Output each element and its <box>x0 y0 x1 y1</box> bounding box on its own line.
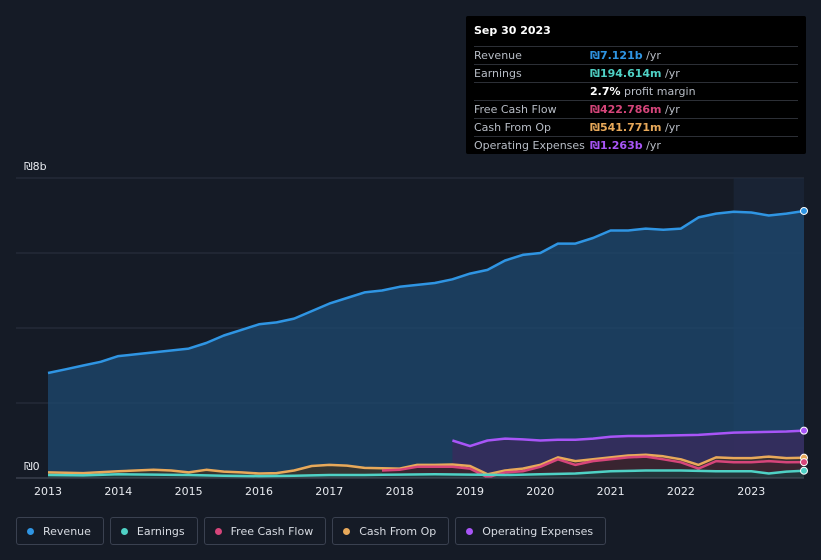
series-areas <box>48 211 804 478</box>
tooltip-row-value: ₪541.771m /yr <box>590 121 680 134</box>
operating-expenses-line <box>452 429 805 448</box>
legend-label: Revenue <box>43 524 91 538</box>
legend-item-free-cash-flow[interactable]: Free Cash Flow <box>203 517 327 545</box>
tooltip-rows: Revenue ₪7.121b /yr Earnings ₪194.614m /yr 2… <box>474 47 798 154</box>
x-tick-label: 2017 <box>315 485 343 498</box>
legend-label: Earnings <box>136 524 185 538</box>
tooltip-row-label: Cash From Op <box>474 121 552 134</box>
tooltip-row-value: ₪1.263b /yr <box>590 139 661 152</box>
tooltip-row-label: Operating Expenses <box>474 139 585 152</box>
legend-dot-icon <box>27 527 34 535</box>
chart-legend: Revenue Earnings Free Cash Flow Cash From O… <box>16 517 607 545</box>
tooltip-row-value: ₪422.786m /yr <box>590 103 680 116</box>
x-tick-label: 2019 <box>456 485 484 498</box>
tooltip-row: 2.7% profit margin <box>474 83 798 101</box>
legend-item-earnings[interactable]: Earnings <box>109 517 198 545</box>
revenue-area <box>48 211 804 478</box>
legend-label: Operating Expenses <box>482 524 594 538</box>
tooltip-date: Sep 30 2023 <box>474 24 798 47</box>
revenue-line <box>47 209 805 375</box>
legend-item-revenue[interactable]: Revenue <box>16 517 104 545</box>
tooltip-row-value: 2.7% profit margin <box>590 85 696 98</box>
free-cash-flow-line <box>381 455 805 479</box>
legend-label: Cash From Op <box>359 524 437 538</box>
tooltip-row-label <box>474 83 590 100</box>
legend-dot-icon <box>343 527 351 535</box>
x-tick-label: 2013 <box>34 485 62 498</box>
revenue-end-marker <box>800 206 808 215</box>
tooltip-row: Earnings ₪194.614m /yr <box>474 65 798 83</box>
legend-item-operating-expenses[interactable]: Operating Expenses <box>455 517 607 545</box>
x-axis-ticks: 2013 2014 2015 2016 2017 2018 2019 2020 2021 2022… <box>34 485 765 498</box>
legend-dot-icon <box>120 527 128 535</box>
x-tick-label: 2014 <box>104 485 132 498</box>
x-tick-label: 2015 <box>175 485 203 498</box>
tooltip-row-label: Revenue <box>474 49 522 62</box>
x-tick-label: 2018 <box>386 485 414 498</box>
tooltip-row-value: ₪194.614m /yr <box>590 67 680 80</box>
x-tick-label: 2016 <box>245 485 273 498</box>
x-tick-label: 2023 <box>737 485 765 498</box>
earnings-line <box>47 469 805 478</box>
x-tick-label: 2021 <box>597 485 625 498</box>
tooltip-row-label: Free Cash Flow <box>474 103 557 116</box>
y-axis-bottom-label: ₪0 <box>24 460 40 473</box>
tooltip-row-label: Earnings <box>474 67 522 80</box>
x-tick-label: 2022 <box>667 485 695 498</box>
tooltip-row: Free Cash Flow ₪422.786m /yr <box>474 101 798 119</box>
data-tooltip: Sep 30 2023 Revenue ₪7.121b /yr Earnings ₪1… <box>466 16 806 154</box>
earnings-end-marker <box>800 466 808 475</box>
tooltip-row: Revenue ₪7.121b /yr <box>474 47 798 65</box>
tooltip-row: Operating Expenses ₪1.263b /yr <box>474 137 798 154</box>
legend-label: Free Cash Flow <box>230 524 314 538</box>
legend-item-cash-from-op[interactable]: Cash From Op <box>332 517 450 545</box>
series-lines <box>47 209 805 479</box>
y-axis-top-label: ₪8b <box>24 160 47 173</box>
x-tick-label: 2020 <box>526 485 554 498</box>
tooltip-row: Cash From Op ₪541.771m /yr <box>474 119 798 137</box>
operating-expenses-end-marker <box>800 426 808 435</box>
tooltip-row-value: ₪7.121b /yr <box>590 49 661 62</box>
cash-from-op-line <box>47 453 805 476</box>
legend-dot-icon <box>466 527 474 535</box>
free-cash-flow-end-marker <box>800 458 808 467</box>
series-end-markers <box>800 206 808 475</box>
legend-dot-icon <box>214 527 222 535</box>
